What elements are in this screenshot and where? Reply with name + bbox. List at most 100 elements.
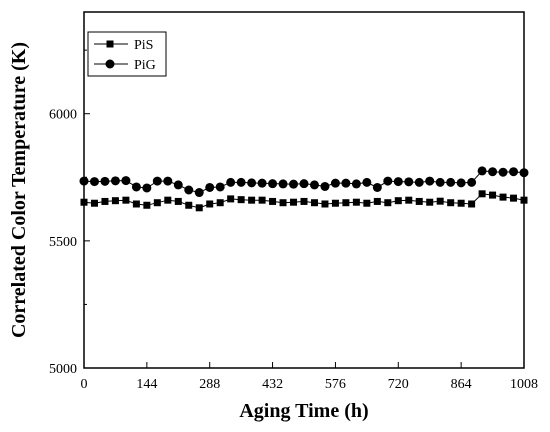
x-tick-label: 1008: [510, 377, 538, 392]
data-point-pis: [426, 198, 434, 206]
data-point-pig: [309, 180, 319, 190]
data-point-pig: [320, 181, 330, 191]
data-point-pis: [269, 197, 277, 205]
data-point-pig: [79, 176, 89, 186]
data-point-pig: [152, 176, 162, 186]
data-point-pis: [143, 201, 151, 209]
data-point-pis: [342, 199, 350, 207]
data-point-pig: [194, 188, 204, 198]
data-point-pig: [289, 179, 299, 189]
data-point-pig: [121, 176, 131, 186]
data-point-pig: [372, 182, 382, 192]
y-tick-label: 6000: [49, 108, 77, 123]
data-point-pig: [498, 167, 508, 177]
data-point-pig: [519, 168, 529, 178]
x-tick-label: 144: [136, 377, 157, 392]
plot-frame: [83, 11, 525, 369]
series-layer: [79, 166, 529, 212]
data-point-pis: [394, 197, 402, 205]
data-point-pig: [110, 176, 120, 186]
data-point-pis: [363, 199, 371, 207]
data-point-pig: [383, 176, 393, 186]
data-point-pig: [488, 167, 498, 177]
data-point-pig: [142, 183, 152, 193]
data-point-pis: [300, 197, 308, 205]
data-point-pis: [499, 193, 507, 201]
data-point-pig: [456, 178, 466, 188]
data-point-pis: [415, 197, 423, 205]
x-axis-title: Aging Time (h): [239, 400, 368, 422]
data-point-pig: [467, 177, 477, 187]
data-point-pis: [185, 201, 193, 209]
data-point-pig: [215, 182, 225, 192]
legend-box: [87, 31, 167, 77]
data-point-pig: [236, 177, 246, 187]
y-tick-label: 5000: [49, 362, 77, 377]
data-point-pis: [122, 196, 130, 204]
data-point-pis: [310, 199, 318, 207]
data-point-pis: [153, 199, 161, 207]
data-point-pig: [341, 178, 351, 188]
data-point-pis: [174, 197, 182, 205]
data-point-pig: [226, 177, 236, 187]
x-tick-label: 432: [262, 377, 283, 392]
data-point-pis: [132, 200, 140, 208]
data-point-pig: [184, 185, 194, 195]
data-point-pis: [331, 199, 339, 207]
legend-marker-pig: [105, 59, 115, 69]
data-point-pis: [111, 197, 119, 205]
x-tick-label: 0: [81, 377, 88, 392]
data-point-pig: [247, 178, 257, 188]
y-tick-label: 5500: [49, 235, 77, 250]
data-point-pis: [195, 204, 203, 212]
data-point-pis: [258, 196, 266, 204]
data-point-pis: [227, 195, 235, 203]
data-point-pis: [164, 196, 172, 204]
data-point-pis: [279, 199, 287, 207]
data-point-pis: [457, 199, 465, 207]
y-axis-title: Correlated Color Temperature (K): [8, 42, 30, 338]
data-point-pis: [248, 196, 256, 204]
data-point-pis: [90, 199, 98, 207]
data-point-pig: [278, 179, 288, 189]
data-point-pig: [163, 176, 173, 186]
data-point-pig: [393, 177, 403, 187]
data-point-pig: [268, 179, 278, 189]
legend-label-pig: PiG: [134, 58, 156, 73]
data-point-pis: [216, 199, 224, 207]
x-tick-label: 720: [388, 377, 409, 392]
data-point-pis: [447, 199, 455, 207]
data-point-pig: [257, 178, 267, 188]
data-point-pis: [352, 198, 360, 206]
x-tick-label: 288: [199, 377, 220, 392]
legend-label-pis: PiS: [134, 38, 153, 53]
data-point-pig: [362, 177, 372, 187]
data-point-pis: [384, 199, 392, 207]
x-tick-label: 864: [451, 377, 472, 392]
data-point-pis: [237, 196, 245, 204]
data-point-pig: [205, 182, 215, 192]
data-point-pig: [435, 177, 445, 187]
data-point-pig: [477, 166, 487, 176]
data-point-pig: [351, 179, 361, 189]
data-point-pig: [173, 180, 183, 190]
data-point-pis: [373, 197, 381, 205]
data-point-pig: [404, 177, 414, 187]
data-point-pis: [468, 200, 476, 208]
data-point-pis: [80, 198, 88, 206]
legend-marker-pis: [106, 40, 114, 48]
data-point-pig: [89, 177, 99, 187]
data-point-pig: [509, 167, 519, 177]
data-point-pis: [206, 200, 214, 208]
data-point-pis: [510, 194, 518, 202]
data-point-pig: [425, 176, 435, 186]
data-point-pis: [478, 190, 486, 198]
data-point-pig: [299, 179, 309, 189]
data-point-pis: [101, 197, 109, 205]
data-point-pig: [330, 178, 340, 188]
data-point-pig: [100, 176, 110, 186]
x-axis: 0 144 288 432 576 720 864 1008: [81, 362, 538, 392]
data-point-pig: [414, 177, 424, 187]
data-point-pis: [520, 196, 528, 204]
